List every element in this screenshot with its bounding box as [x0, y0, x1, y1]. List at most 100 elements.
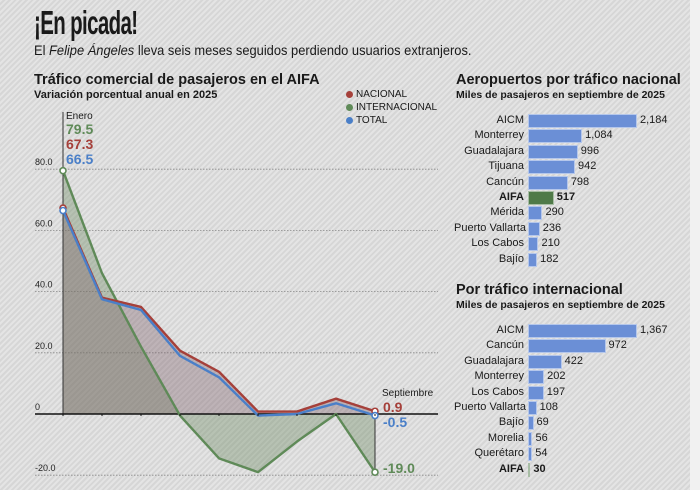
bar-label: AICM: [496, 114, 525, 126]
bar-label: Los Cabos: [471, 385, 524, 398]
y-tick-label: 20.0: [35, 341, 53, 351]
data-point-total: [59, 206, 67, 215]
start-value-nacional: 67.3: [66, 136, 94, 152]
bar-label: Puerto Vallarta: [454, 221, 526, 234]
subtitle-emphasis: Felipe Ángeles: [49, 42, 135, 58]
bar-label: Bajío: [498, 416, 524, 429]
legend-label: INTERNACIONAL: [356, 102, 438, 113]
bar: [528, 144, 578, 159]
bar-value-label: 108: [539, 401, 558, 413]
bar-label: Monterrey: [474, 129, 524, 142]
bar-value-label: 236: [542, 221, 562, 234]
bar-label: Los Cabos: [471, 237, 524, 250]
bar-value-label: 1,084: [585, 129, 613, 142]
bar-label: Cancún: [486, 339, 524, 352]
bar-value-label: 30: [533, 462, 546, 475]
bar-chart-nacional-title: Aeropuertos por tráfico nacional: [456, 72, 681, 88]
bar: [528, 401, 537, 415]
bar: [528, 447, 533, 462]
area-internacional: [63, 170, 375, 473]
subtitle-text: El: [34, 42, 50, 58]
start-value-internacional: 79.5: [66, 121, 94, 137]
bar-label: Mérida: [490, 206, 524, 219]
bar-value-label: 942: [578, 160, 597, 173]
bar: [528, 252, 538, 267]
bar-label: Guadalajara: [464, 354, 524, 367]
bar: [528, 416, 534, 431]
legend-item-nacional: NACIONAL: [346, 89, 437, 100]
bar-label: Guadalajara: [464, 144, 524, 157]
bar-value-label: 69: [536, 416, 549, 429]
bar-label: AICM: [496, 324, 525, 336]
bar-label: Cancún: [486, 175, 524, 188]
bar-value-label: 56: [535, 431, 548, 444]
page-title: ¡En picada!: [34, 4, 138, 41]
bar-value-label: 972: [608, 339, 627, 352]
page-edge: [690, 0, 700, 490]
legend-item-internacional: INTERNACIONAL: [346, 102, 437, 113]
bar-label: Puerto Vallarta: [454, 401, 526, 413]
data-point-internacional: [59, 166, 67, 175]
bar-value-label: 202: [547, 370, 566, 383]
page-subtitle: El Felipe Ángeles lleva seis meses segui…: [34, 42, 471, 58]
start-value-total: 66.5: [66, 151, 94, 167]
bar-label: Bajío: [498, 252, 524, 265]
line-chart-subtitle: Variación porcentual anual en 2025: [34, 89, 218, 101]
legend-dot: [346, 104, 353, 111]
y-tick-label: -20.0: [35, 463, 56, 473]
bar: [528, 206, 543, 221]
bar-value-label: 422: [564, 354, 583, 367]
bar-label: Tijuana: [488, 160, 524, 173]
bar: [528, 191, 554, 205]
bar-value-label: 1,367: [640, 324, 668, 336]
series-line-nacional: [61, 207, 376, 413]
bar-label: Querétaro: [474, 447, 524, 460]
y-tick-label: 60.0: [35, 218, 53, 228]
y-tick-label: 80.0: [35, 157, 53, 167]
bar-chart-internacional-title: Por tráfico internacional: [456, 282, 623, 298]
bar-chart-nacional-subtitle: Miles de pasajeros en septiembre de 2025: [456, 89, 665, 101]
bar-value-label: 290: [545, 206, 564, 219]
bar: [528, 431, 533, 446]
bar: [528, 462, 531, 477]
end-value-nacional: 0.9: [383, 399, 403, 415]
y-tick-label: 0: [35, 402, 40, 412]
end-value-internacional: -19.0: [383, 460, 415, 476]
legend: NACIONAL INTERNACIONAL TOTAL: [346, 89, 437, 126]
bar-value-label: 798: [570, 175, 590, 188]
bar: [528, 237, 539, 252]
end-month-label: Septiembre: [382, 388, 434, 399]
area-nacional: [63, 208, 375, 414]
bar-value-label: 197: [546, 385, 566, 398]
series-line-total: [61, 210, 376, 417]
bar-label: AIFA: [498, 462, 524, 475]
data-point-internacional: [371, 468, 379, 476]
series-line-internacional: [61, 170, 376, 474]
legend-dot: [346, 117, 353, 124]
subtitle-text: lleva seis meses seguidos perdiendo usua…: [134, 42, 472, 58]
bar: [528, 114, 637, 128]
bar: [528, 129, 583, 144]
bar: [528, 175, 568, 190]
bar: [528, 354, 562, 369]
bar: [528, 221, 540, 236]
legend-label: NACIONAL: [356, 89, 408, 100]
bar-value-label: 517: [556, 191, 576, 203]
line-chart-title: Tráfico comercial de pasajeros en el AIF…: [34, 72, 320, 88]
bar: [528, 385, 544, 400]
bar: [528, 370, 545, 385]
bar-value-label: 210: [541, 237, 560, 250]
bar: [528, 339, 606, 354]
legend-item-total: TOTAL: [346, 115, 437, 126]
bar: [528, 160, 575, 175]
end-value-total: -0.5: [383, 414, 408, 430]
bar-label: Monterrey: [474, 370, 524, 383]
bar-label: Morelia: [487, 431, 524, 444]
legend-dot: [346, 91, 353, 98]
legend-label: TOTAL: [356, 115, 388, 126]
bar-value-label: 2,184: [640, 114, 668, 126]
start-month-label: Enero: [66, 111, 93, 122]
bar-chart-internacional-subtitle: Miles de pasajeros en septiembre de 2025: [456, 299, 665, 311]
bar-value-label: 996: [580, 144, 600, 157]
